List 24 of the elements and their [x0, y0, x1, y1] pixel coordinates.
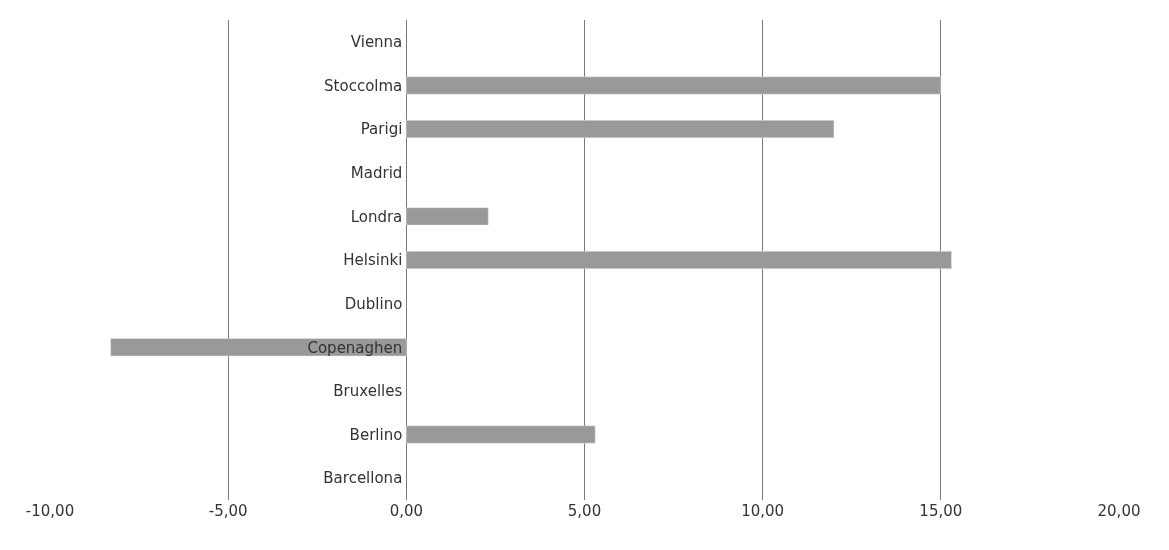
- y-tick-label: Parigi: [360, 120, 403, 139]
- y-tick-label: Dublino: [344, 294, 403, 313]
- x-tick-label: -5,00: [208, 502, 248, 520]
- x-tick-label: 0,00: [389, 502, 424, 520]
- bar: [406, 207, 489, 226]
- y-tick-label: Stoccolma: [324, 76, 403, 95]
- x-tick-label: 10,00: [741, 502, 785, 520]
- y-tick-label: Barcellona: [323, 469, 403, 488]
- y-tick-label: Londra: [350, 207, 403, 226]
- x-tick-label: 15,00: [919, 502, 963, 520]
- bar: [406, 120, 835, 139]
- x-tick-label: 5,00: [567, 502, 602, 520]
- x-tick-label: -10,00: [25, 502, 75, 520]
- bar: [406, 425, 596, 444]
- bar: [406, 76, 942, 95]
- y-tick-label: Berlino: [349, 425, 403, 444]
- y-tick-label: Madrid: [350, 163, 403, 182]
- y-tick-label: Helsinki: [343, 251, 403, 270]
- bar: [110, 338, 407, 357]
- y-tick-label: Bruxelles: [333, 382, 403, 401]
- x-tick-label: 20,00: [1097, 502, 1141, 520]
- bar: [406, 251, 952, 269]
- y-tick-label: Vienna: [350, 33, 403, 52]
- y-tick-label: Copenaghen: [307, 338, 403, 357]
